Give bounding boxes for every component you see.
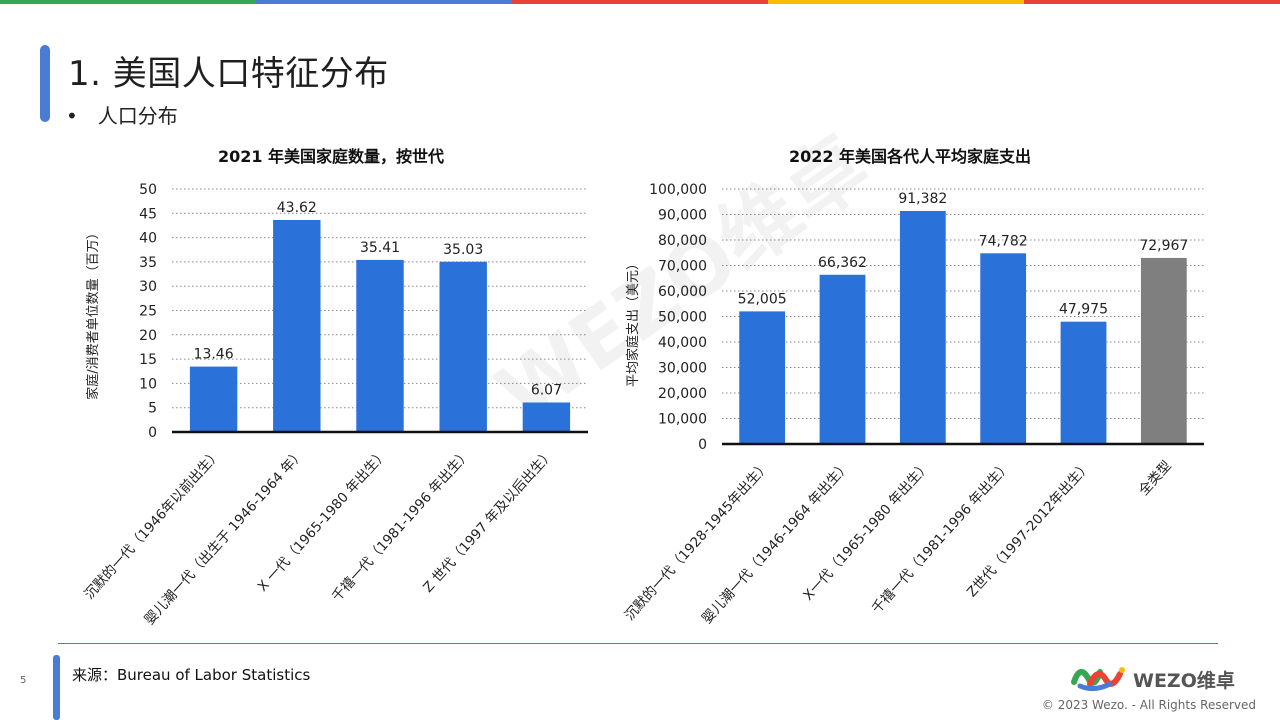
footer-divider — [58, 643, 1218, 644]
bar — [189, 366, 238, 432]
bar — [739, 311, 786, 444]
y-tick-label: 40,000 — [658, 335, 707, 351]
data-label: 35.41 — [360, 240, 400, 256]
y-tick-label: 35 — [139, 255, 157, 271]
bar — [1060, 321, 1107, 444]
page-number: 5 — [20, 675, 27, 686]
data-label: 74,782 — [979, 233, 1028, 249]
bullet-item: • 人口分布 — [66, 100, 178, 129]
page-title: 1. 美国人口特征分布 — [68, 54, 389, 94]
y-tick-label: 90,000 — [658, 208, 707, 224]
bar — [356, 259, 404, 432]
x-tick-label: 婴儿潮一代（1946-1964 年出生） — [699, 458, 853, 627]
y-tick-label: 70,000 — [658, 259, 707, 275]
x-tick-label: 全类型 — [1135, 457, 1175, 498]
bullet-mark: • — [66, 104, 78, 128]
y-tick-label: 45 — [139, 206, 157, 222]
y-tick-label: 0 — [698, 437, 707, 453]
data-label: 91,382 — [898, 191, 947, 207]
x-tick-label: 沉默的一代（1928-1945年出生） — [622, 458, 773, 624]
y-tick-label: 0 — [148, 425, 157, 441]
y-axis-label: 平均家庭支出（美元） — [625, 257, 641, 387]
top-color-segment — [1024, 0, 1280, 4]
y-tick-label: 30 — [139, 279, 157, 295]
y-tick-label: 30,000 — [658, 361, 707, 377]
bar — [273, 220, 321, 432]
data-label: 66,362 — [818, 255, 867, 271]
source-note: 来源：Bureau of Labor Statistics — [72, 666, 311, 684]
y-tick-label: 5 — [148, 401, 157, 417]
bar — [522, 402, 571, 432]
chart-title: 2022 年美国各代人平均家庭支出 — [789, 147, 1031, 166]
data-label: 13.46 — [194, 347, 234, 363]
y-tick-label: 10,000 — [658, 412, 707, 428]
y-tick-label: 60,000 — [658, 284, 707, 300]
logo-text: WEZO维卓 — [1133, 670, 1235, 692]
data-label: 52,005 — [738, 291, 787, 307]
y-tick-label: 80,000 — [658, 233, 707, 249]
y-tick-label: 50,000 — [658, 310, 707, 326]
top-color-segment — [0, 0, 256, 4]
y-tick-label: 40 — [139, 231, 157, 247]
title-accent-bar — [40, 45, 50, 122]
y-tick-label: 25 — [139, 304, 157, 320]
y-tick-label: 20 — [139, 328, 157, 344]
chart-title: 2021 年美国家庭数量，按世代 — [218, 147, 444, 166]
top-color-bar — [0, 0, 1280, 4]
data-label: 35.03 — [443, 242, 483, 258]
bar — [899, 210, 946, 444]
data-label: 72,967 — [1139, 238, 1188, 254]
data-label: 47,975 — [1059, 302, 1108, 318]
household-spending-by-generation-chart: 2022 年美国各代人平均家庭支出 0 10,000 20,000 30,000 40,0… — [622, 147, 1204, 627]
x-tick-label: X一代（1965-1980 年出生） — [800, 458, 933, 604]
copyright-note: © 2023 Wezo. - All Rights Reserved — [1041, 698, 1256, 712]
bar — [439, 261, 487, 432]
data-label: 43.62 — [277, 200, 317, 216]
bar — [1140, 257, 1187, 444]
y-tick-label: 15 — [139, 352, 157, 368]
bullet-text: 人口分布 — [97, 104, 178, 128]
top-color-segment — [512, 0, 768, 4]
wezo-logo-icon — [1071, 667, 1125, 692]
bar — [980, 253, 1027, 444]
y-tick-label: 100,000 — [649, 182, 707, 198]
y-axis-label: 家庭/消费者单位数量（百万） — [85, 226, 101, 399]
y-tick-label: 10 — [139, 376, 157, 392]
top-color-segment — [768, 0, 1024, 4]
data-label: 6.07 — [531, 382, 562, 398]
footer-accent-bar — [53, 655, 60, 720]
bar — [819, 274, 866, 444]
x-tick-label: 千禧一代（1981-1996 年出生） — [869, 458, 1014, 617]
y-tick-label: 20,000 — [658, 386, 707, 402]
households-by-generation-chart: 2021 年美国家庭数量，按世代 0 5 10 15 20 25 30 35 40 45 50 家庭/消… — [81, 147, 588, 628]
top-color-segment — [256, 0, 512, 4]
y-tick-label: 50 — [139, 182, 157, 198]
